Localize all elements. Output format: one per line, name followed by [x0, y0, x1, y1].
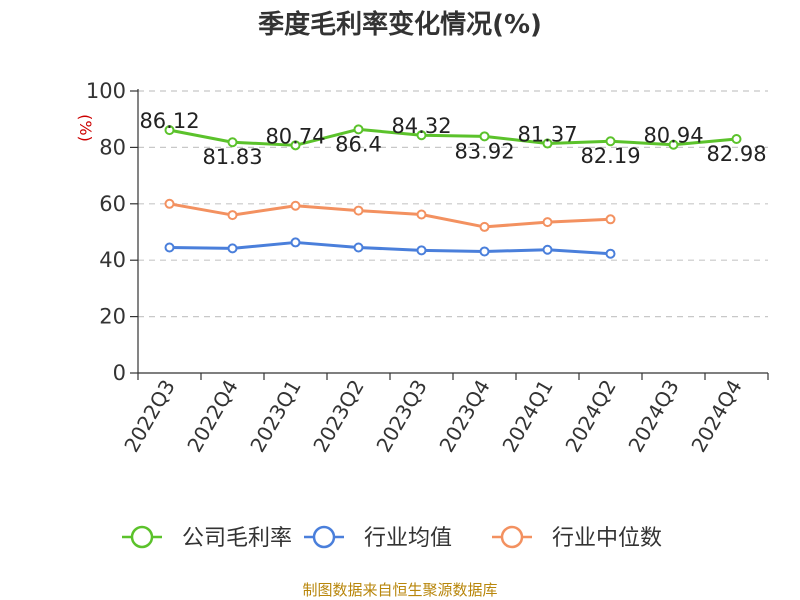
data-point: [479, 246, 490, 257]
data-point: [164, 242, 175, 253]
legend-label: 行业中位数: [552, 526, 662, 551]
x-tick-label: 2023Q4: [434, 376, 494, 457]
grid: [138, 90, 768, 318]
data-point: [668, 139, 679, 150]
data-point: [542, 244, 553, 255]
data-point: [605, 136, 616, 147]
x-tick-label: 2023Q3: [371, 376, 431, 457]
x-tick-label: 2023Q1: [245, 376, 305, 457]
data-label: 86.12: [139, 109, 199, 133]
series-line: [169, 202, 611, 229]
y-tick-label: 100: [86, 79, 126, 103]
data-label: 80.74: [265, 124, 325, 148]
data-label: 81.83: [202, 145, 262, 169]
legend-marker: [130, 525, 154, 549]
data-point: [416, 130, 427, 141]
x-tick-label: 2024Q1: [497, 376, 557, 457]
series-line: [169, 240, 611, 256]
x-tick-label: 2022Q3: [119, 376, 179, 457]
data-point: [605, 214, 616, 225]
x-tick-label: 2024Q2: [560, 376, 620, 457]
y-tick-label: 80: [99, 135, 126, 159]
series-layer: [164, 124, 742, 259]
data-label: 83.92: [454, 139, 514, 163]
data-label: 86.4: [335, 132, 382, 156]
legend: 公司毛利率 行业均值 行业中位数: [122, 525, 662, 551]
data-point: [479, 221, 490, 232]
data-point: [353, 205, 364, 216]
data-point: [353, 242, 364, 253]
data-point: [227, 137, 238, 148]
data-point: [416, 245, 427, 256]
y-tick-label: 60: [99, 192, 126, 216]
data-point: [290, 140, 301, 151]
data-point: [479, 131, 490, 142]
data-point: [605, 248, 616, 259]
y-tick-label: 20: [99, 305, 126, 329]
data-point: [164, 125, 175, 136]
source-note: 制图数据来自恒生聚源数据库: [302, 581, 497, 599]
y-axis-label: (%): [76, 114, 95, 142]
data-point: [353, 124, 364, 135]
legend-label: 行业均值: [364, 526, 452, 551]
data-point: [290, 200, 301, 211]
data-point: [164, 198, 175, 209]
data-label: 81.37: [517, 123, 577, 147]
data-label: 80.94: [643, 124, 703, 148]
data-point: [542, 138, 553, 149]
x-tick-label: 2023Q2: [308, 376, 368, 457]
data-label: 82.98: [706, 142, 766, 166]
data-point: [227, 243, 238, 254]
y-tick-label: 40: [99, 248, 126, 272]
x-tick-label: 2022Q4: [182, 376, 242, 457]
x-tick-label: 2024Q3: [623, 376, 683, 457]
chart-title: 季度毛利率变化情况(%): [258, 9, 542, 40]
legend-marker: [312, 525, 336, 549]
data-label: 82.19: [580, 144, 640, 168]
data-point: [227, 210, 238, 221]
series-line: [169, 127, 737, 147]
x-tick-label: 2024Q4: [686, 376, 746, 457]
data-point: [290, 237, 301, 248]
data-point: [542, 217, 553, 228]
legend-marker: [500, 525, 524, 549]
data-label: 84.32: [391, 114, 451, 138]
y-tick-label: 0: [113, 361, 126, 385]
data-point: [731, 133, 742, 144]
data-point: [416, 209, 427, 220]
legend-label: 公司毛利率: [182, 526, 292, 551]
